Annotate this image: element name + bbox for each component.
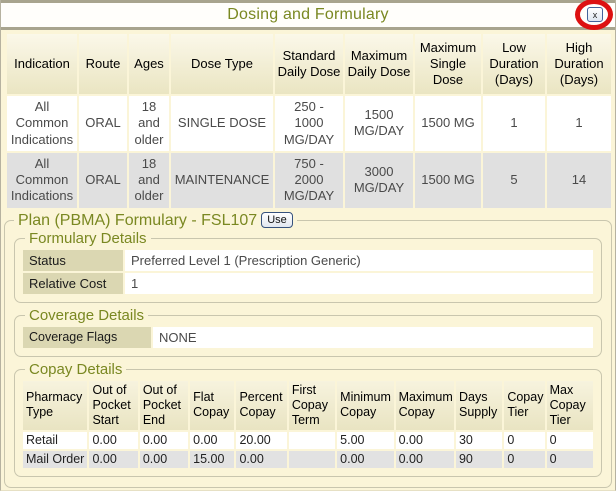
column-header: Out of Pocket End <box>139 380 189 430</box>
plan-formulary-legend: Plan (PBMA) Formulary - FSL107 Use <box>14 211 297 230</box>
column-header: Low Duration (Days) <box>483 34 545 94</box>
table-cell: 0 <box>504 431 545 449</box>
table-cell: 18 and older <box>129 96 169 151</box>
table-cell: 3000 MG/DAY <box>345 152 413 208</box>
table-cell: 0.00 <box>395 450 454 468</box>
table-cell: 0.00 <box>89 450 138 468</box>
table-cell: 14 <box>547 152 611 208</box>
table-cell: 0.00 <box>395 431 454 449</box>
column-header: Standard Daily Dose <box>275 34 343 94</box>
plan-formulary-title: Plan (PBMA) Formulary - FSL107 <box>18 211 258 229</box>
column-header: Flat Copay <box>190 380 235 430</box>
column-header: Percent Copay <box>236 380 287 430</box>
table-cell: All Common Indications <box>7 96 77 151</box>
column-header: High Duration (Days) <box>547 34 611 94</box>
table-cell: 1500 MG <box>415 96 481 151</box>
table-cell: 0.00 <box>89 431 138 449</box>
field-row: Relative Cost 1 <box>23 272 593 294</box>
table-row: All Common Indications ORAL 18 and older MA… <box>7 152 611 208</box>
column-header: Ages <box>129 34 169 94</box>
table-cell: 250 - 1000 MG/DAY <box>275 96 343 151</box>
table-cell: ORAL <box>79 152 127 208</box>
formulary-details-table: Status Preferred Level 1 (Prescription Ge… <box>21 248 595 296</box>
table-cell: 15.00 <box>190 450 235 468</box>
table-cell: 5.00 <box>337 431 394 449</box>
table-cell: 1 <box>547 96 611 151</box>
column-header: First Copay Term <box>288 380 336 430</box>
table-cell: 0 <box>546 431 593 449</box>
table-cell: 1500 MG/DAY <box>345 96 413 151</box>
table-cell: 0.00 <box>337 450 394 468</box>
table-cell: Retail <box>23 431 88 449</box>
dosing-table: Indication Route Ages Dose Type Standard Dai… <box>5 32 613 210</box>
copay-table-header: Pharmacy Type Out of Pocket Start Out of P… <box>23 380 593 430</box>
column-header: Maximum Single Dose <box>415 34 481 94</box>
table-cell: 5 <box>483 152 545 208</box>
column-header: Dose Type <box>171 34 273 94</box>
column-header: Indication <box>7 34 77 94</box>
table-cell: ORAL <box>79 96 127 151</box>
table-row: Mail Order 0.00 0.00 15.00 0.00 0.00 0.00 90 0 0 <box>23 450 593 468</box>
table-cell: 1500 MG <box>415 152 481 208</box>
table-cell <box>288 431 336 449</box>
column-header: Out of Pocket Start <box>89 380 138 430</box>
close-button[interactable]: x <box>587 7 603 22</box>
table-cell: Mail Order <box>23 450 88 468</box>
table-cell: All Common Indications <box>7 152 77 208</box>
table-row: Retail 0.00 0.00 0.00 20.00 5.00 0.00 30 0 0 <box>23 431 593 449</box>
field-label: Relative Cost <box>23 272 123 294</box>
title-bar: Dosing and Formulary x <box>1 0 615 30</box>
dosing-table-header: Indication Route Ages Dose Type Standard Dai… <box>7 34 611 94</box>
column-header: Maximum Daily Dose <box>345 34 413 94</box>
table-cell: 0.00 <box>236 450 287 468</box>
column-header: Route <box>79 34 127 94</box>
field-label: Status <box>23 249 123 271</box>
plan-formulary-section: Plan (PBMA) Formulary - FSL107 Use Formul… <box>4 211 612 488</box>
table-cell: 18 and older <box>129 152 169 208</box>
column-header: Maximum Copay <box>395 380 454 430</box>
table-cell <box>288 450 336 468</box>
column-header: Pharmacy Type <box>23 380 88 430</box>
column-header: Max Copay Tier <box>546 380 593 430</box>
table-cell: 0 <box>546 450 593 468</box>
table-cell: 750 - 2000 MG/DAY <box>275 152 343 208</box>
column-header: Copay Tier <box>504 380 545 430</box>
field-value: 1 <box>125 272 593 294</box>
field-label: Coverage Flags <box>23 326 151 348</box>
table-cell: 20.00 <box>236 431 287 449</box>
table-cell: 1 <box>483 96 545 151</box>
table-cell: 0.00 <box>190 431 235 449</box>
table-cell: 0.00 <box>139 450 189 468</box>
page-title: Dosing and Formulary <box>227 6 389 23</box>
coverage-details-table: Coverage Flags NONE <box>21 325 595 350</box>
table-cell: 30 <box>455 431 503 449</box>
field-value: Preferred Level 1 (Prescription Generic) <box>125 249 593 271</box>
copay-details-table: Pharmacy Type Out of Pocket Start Out of P… <box>21 379 595 470</box>
table-cell: SINGLE DOSE <box>171 96 273 151</box>
field-value: NONE <box>153 326 593 348</box>
field-row: Coverage Flags NONE <box>23 326 593 348</box>
table-cell: 90 <box>455 450 503 468</box>
table-cell: MAINTENANCE <box>171 152 273 208</box>
field-row: Status Preferred Level 1 (Prescription Ge… <box>23 249 593 271</box>
table-cell: 0.00 <box>139 431 189 449</box>
use-button[interactable]: Use <box>261 211 293 228</box>
coverage-details-section: Coverage Details Coverage Flags NONE <box>14 306 602 357</box>
column-header: Minimum Copay <box>337 380 394 430</box>
table-cell: 0 <box>504 450 545 468</box>
copay-details-section: Copay Details Pharmacy Type Out of Pocket… <box>14 360 602 477</box>
table-row: All Common Indications ORAL 18 and older SI… <box>7 96 611 151</box>
copay-details-legend: Copay Details <box>29 360 123 378</box>
formulary-details-section: Formulary Details Status Preferred Level … <box>14 229 602 303</box>
coverage-details-legend: Coverage Details <box>29 306 145 324</box>
column-header: Days Supply <box>455 380 503 430</box>
formulary-details-legend: Formulary Details <box>29 229 147 247</box>
